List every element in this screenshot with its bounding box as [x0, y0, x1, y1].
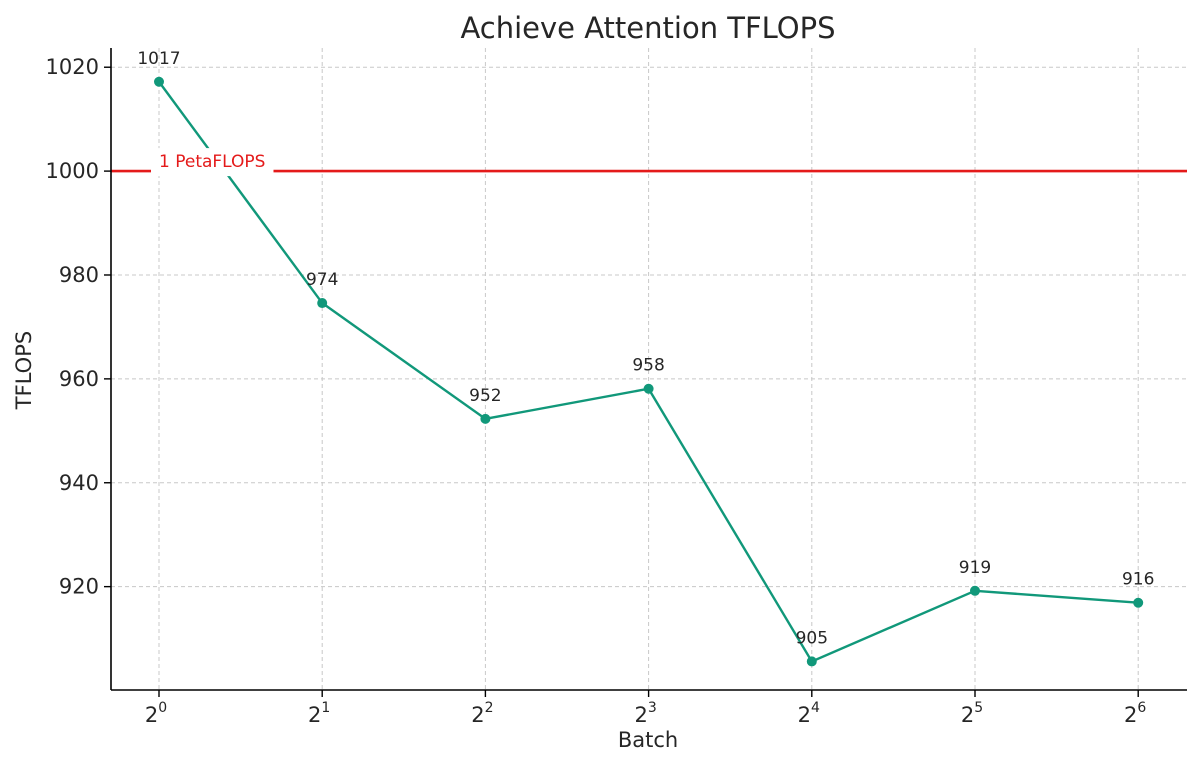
- data-point: [317, 298, 328, 309]
- y-tick-label: 1020: [46, 55, 99, 79]
- chart-title: Achieve Attention TFLOPS: [460, 11, 835, 45]
- data-point: [643, 383, 654, 394]
- y-tick-label: 1000: [46, 159, 99, 183]
- reference-label-box: [151, 148, 274, 177]
- series-group: 1017 974 952 958 905 919 916: [137, 49, 1154, 667]
- y-tick-label: 960: [59, 367, 99, 391]
- data-label: 919: [959, 558, 991, 578]
- data-point: [1133, 597, 1144, 608]
- data-point: [480, 413, 491, 424]
- data-label: 905: [796, 628, 828, 648]
- axes: 920 940 960 980 1000 1020 20 21 22 23 24 25 26: [46, 48, 1187, 727]
- reference-line-group: 1 PetaFLOPS: [111, 148, 1187, 177]
- y-tick-label: 920: [59, 575, 99, 599]
- data-label: 958: [632, 356, 664, 376]
- x-tick-label: 24: [798, 700, 820, 727]
- x-tick-label: 21: [308, 700, 330, 727]
- data-point: [970, 585, 980, 596]
- data-label: 916: [1122, 570, 1154, 590]
- x-tick-label: 22: [471, 700, 493, 727]
- data-point: [154, 76, 164, 87]
- x-tick-label: 20: [145, 700, 167, 727]
- data-label: 974: [306, 270, 338, 290]
- x-tick-label: 25: [961, 700, 983, 727]
- x-tick-label: 26: [1124, 700, 1146, 727]
- data-label: 1017: [137, 49, 180, 69]
- y-tick-label: 940: [59, 471, 99, 495]
- data-label: 952: [469, 386, 501, 406]
- reference-line-label: 1 PetaFLOPS: [159, 152, 265, 172]
- y-tick-label: 980: [59, 263, 99, 287]
- y-axis-label: TFLOPS: [12, 331, 36, 410]
- x-axis-label: Batch: [618, 728, 678, 752]
- data-point: [806, 656, 817, 667]
- x-tick-label: 23: [634, 700, 656, 727]
